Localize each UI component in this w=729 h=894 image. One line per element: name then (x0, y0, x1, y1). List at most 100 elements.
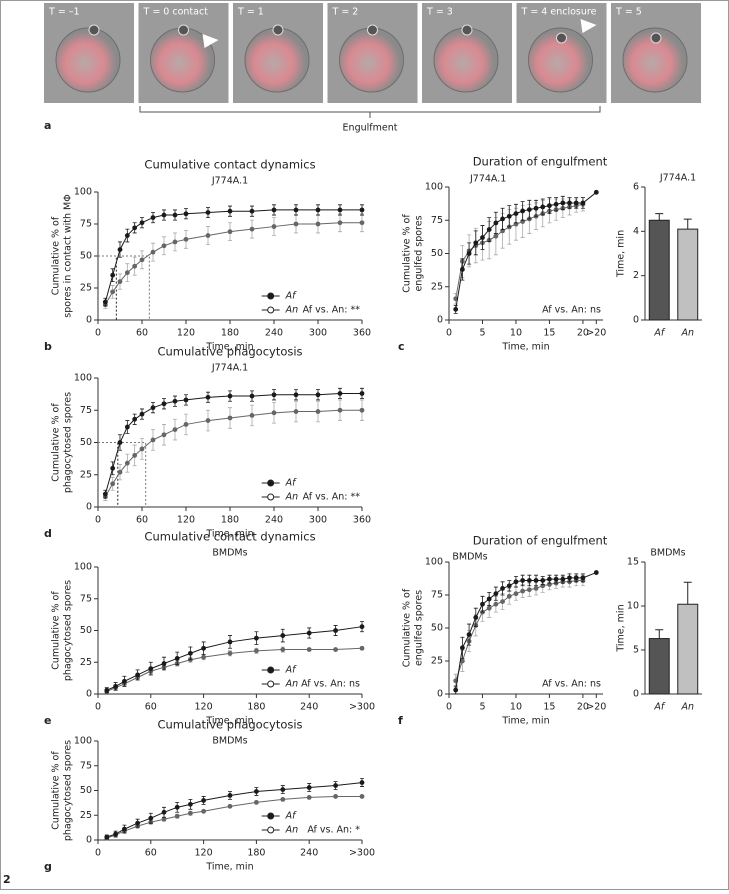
y-axis-label: Time, min (616, 230, 627, 278)
y-tick-label: 25 (431, 281, 443, 292)
legend-marker (267, 479, 275, 487)
data-point (520, 208, 526, 214)
data-point (486, 596, 492, 602)
data-point (122, 826, 127, 832)
data-point (249, 226, 255, 232)
x-tick-label: 240 (265, 515, 283, 526)
y-tick-label: 100 (74, 187, 92, 198)
x-tick-label: 240 (300, 848, 318, 859)
data-point (150, 437, 156, 443)
y-tick-label: 0 (86, 835, 92, 846)
data-point (466, 632, 472, 637)
data-point (315, 392, 321, 398)
x-tick-label: 360 (353, 328, 371, 339)
chart-subtitle: J774A.1 (211, 363, 248, 374)
data-point (493, 601, 499, 607)
data-point (540, 578, 546, 583)
y-tick-label: 25 (80, 283, 92, 294)
data-point (172, 427, 178, 432)
data-point (500, 216, 505, 222)
data-point (486, 605, 492, 611)
y-tick-label: 50 (80, 437, 92, 448)
x-tick-label: 15 (543, 328, 555, 339)
spore (556, 32, 567, 44)
data-point (293, 392, 299, 398)
chart-subtitle: BMDMs (212, 548, 247, 559)
data-point (520, 578, 526, 583)
panel-letter: c (398, 340, 405, 353)
error-bar (655, 213, 664, 221)
data-point (254, 799, 259, 805)
data-point (148, 666, 154, 671)
data-point (183, 236, 189, 242)
data-point (315, 207, 321, 213)
legend-label: Af (285, 811, 297, 822)
data-point (459, 267, 465, 272)
legend-marker (267, 292, 275, 300)
data-point (500, 586, 505, 591)
x-tick-label: 120 (177, 328, 195, 339)
data-point (560, 200, 566, 206)
data-point (205, 210, 211, 215)
chart-title: Cumulative phagocytosis (157, 718, 302, 732)
data-point (102, 491, 108, 497)
y-axis-label: engulfed spores (414, 590, 425, 666)
y-tick-label: 50 (80, 251, 92, 262)
spore (461, 24, 473, 36)
cell (244, 27, 310, 93)
cell (55, 27, 121, 93)
bracket (139, 106, 601, 118)
frame-label: T = 3 (426, 7, 453, 18)
chart-subtitle: BMDMs (452, 552, 487, 563)
y-tick-label: 75 (80, 219, 92, 230)
y-tick-label: 0 (86, 315, 92, 326)
data-point (547, 203, 552, 209)
data-point (271, 392, 277, 398)
x-tick-label: 5 (479, 328, 485, 339)
data-point (573, 575, 579, 581)
spore (650, 32, 662, 44)
frame-label: T = 5 (615, 7, 642, 18)
cell (339, 27, 404, 93)
data-point (315, 221, 321, 227)
x-tick-label: 120 (195, 702, 213, 713)
y-tick-label: 75 (80, 593, 92, 604)
data-point (573, 200, 579, 206)
legend-label: Af (285, 665, 297, 676)
x-tick-label: 60 (145, 848, 157, 859)
data-point (293, 409, 299, 414)
data-point (533, 578, 539, 583)
frame-label: T = 2 (332, 7, 359, 18)
data-point (359, 407, 365, 413)
data-point (513, 579, 519, 585)
y-tick-label: 2 (633, 270, 639, 281)
data-point (183, 211, 189, 217)
data-point (205, 233, 211, 238)
x-tick-label: 0 (446, 702, 452, 713)
data-point (459, 645, 465, 651)
chart-title: BMDMs (650, 548, 685, 559)
x-tick-label: 0 (95, 702, 101, 713)
y-axis-label: phagocytosed spores (63, 740, 74, 841)
y-tick-label: 50 (80, 625, 92, 636)
frame-label: T = 4 enclosure (521, 7, 597, 18)
data-point (110, 481, 116, 487)
data-point (132, 416, 138, 422)
data-point (553, 576, 559, 582)
panel-letter: d (44, 527, 52, 540)
y-tick-label: 4 (633, 226, 639, 237)
y-tick-label: 100 (425, 182, 443, 193)
y-axis-label: Cumulative % of (402, 588, 413, 667)
spore (88, 24, 100, 36)
data-point (459, 658, 465, 664)
data-point (132, 263, 138, 269)
y-axis-label: Cumulative % of (51, 751, 62, 830)
data-point (466, 251, 472, 256)
data-point (172, 398, 178, 404)
cell (433, 27, 499, 93)
chart-title: Duration of engulfment (473, 534, 608, 548)
annotation: Af vs. An: * (307, 825, 360, 836)
y-tick-label: 15 (627, 557, 639, 568)
data-point (117, 469, 123, 475)
